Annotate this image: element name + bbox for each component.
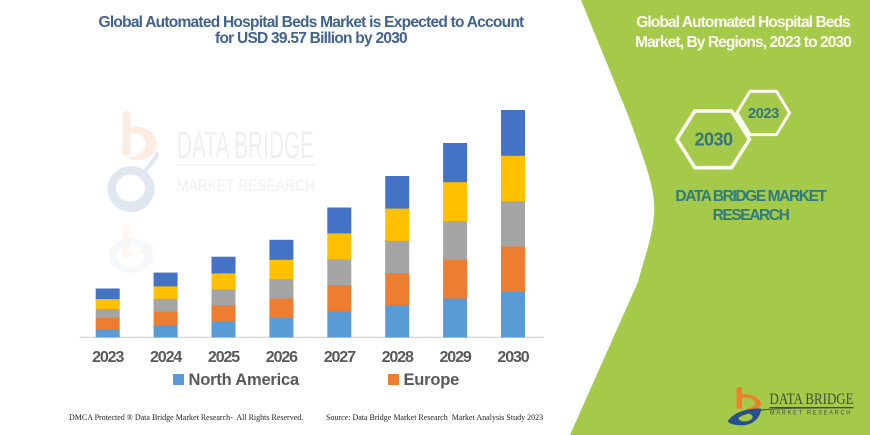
svg-text:2030: 2030 bbox=[694, 130, 733, 150]
svg-text:DATA BRIDGE: DATA BRIDGE bbox=[770, 391, 854, 408]
svg-text:2023: 2023 bbox=[748, 106, 779, 122]
svg-text:DATA BRIDGE: DATA BRIDGE bbox=[177, 125, 314, 167]
svg-text:MARKET RESEARCH: MARKET RESEARCH bbox=[177, 176, 315, 195]
svg-text:MARKET RESEARCH: MARKET RESEARCH bbox=[770, 411, 852, 417]
